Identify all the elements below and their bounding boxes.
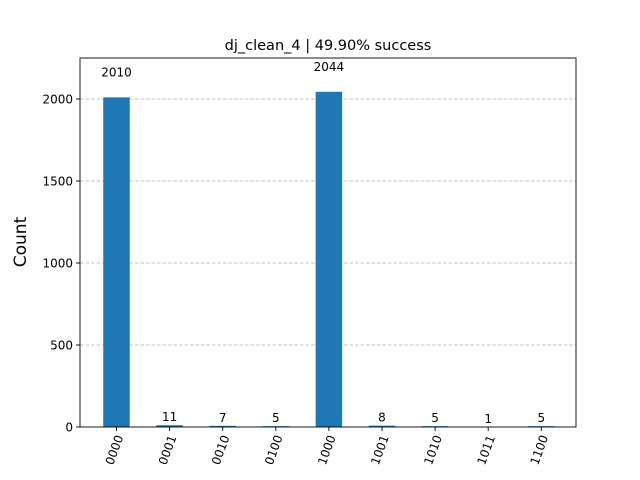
x-tick-label: 1011 [474, 433, 498, 466]
x-tick-label: 1010 [421, 433, 445, 466]
bar-0010 [209, 425, 236, 427]
bar-0001 [156, 425, 183, 427]
y-axis-label: Count [11, 216, 31, 267]
data-label-0100: 5 [272, 411, 280, 425]
y-tick-label: 2000 [42, 92, 73, 106]
data-label-0001: 11 [162, 410, 177, 424]
data-labels: 2010 11 7 5 2044 8 5 1 5 [101, 60, 545, 426]
plot-frame [79, 57, 577, 428]
data-label-1011: 1 [484, 412, 492, 426]
x-tick-label: 1100 [528, 433, 552, 466]
bar-layer [103, 91, 555, 428]
bar-1000 [315, 91, 343, 427]
x-tick-label: 1001 [368, 433, 392, 466]
x-tick-label: 0000 [103, 433, 127, 466]
y-tick-label: 0 [65, 420, 73, 434]
x-axis-ticks: 0000 0001 0010 0100 1000 1001 1010 1011 1100 [103, 427, 551, 467]
data-label-1100: 5 [537, 411, 545, 425]
x-tick-label: 1000 [315, 433, 339, 466]
bar-0000 [103, 97, 130, 428]
data-label-1001: 8 [378, 411, 386, 425]
x-tick-label: 0100 [262, 433, 286, 466]
y-tick-label: 1500 [42, 174, 73, 188]
data-label-1000: 2044 [314, 60, 345, 74]
data-label-0010: 7 [219, 411, 227, 425]
data-label-1010: 5 [431, 411, 439, 425]
chart-title: dj_clean_4 | 49.90% success [225, 38, 432, 54]
y-tick-label: 1000 [42, 256, 73, 270]
x-tick-label: 0010 [209, 433, 233, 466]
y-tick-label: 500 [50, 338, 73, 352]
bar-1001 [368, 425, 396, 427]
y-axis-ticks: 0 500 1000 1500 2000 [42, 92, 80, 434]
x-tick-label: 0001 [156, 433, 180, 466]
data-label-0000: 2010 [101, 65, 132, 79]
